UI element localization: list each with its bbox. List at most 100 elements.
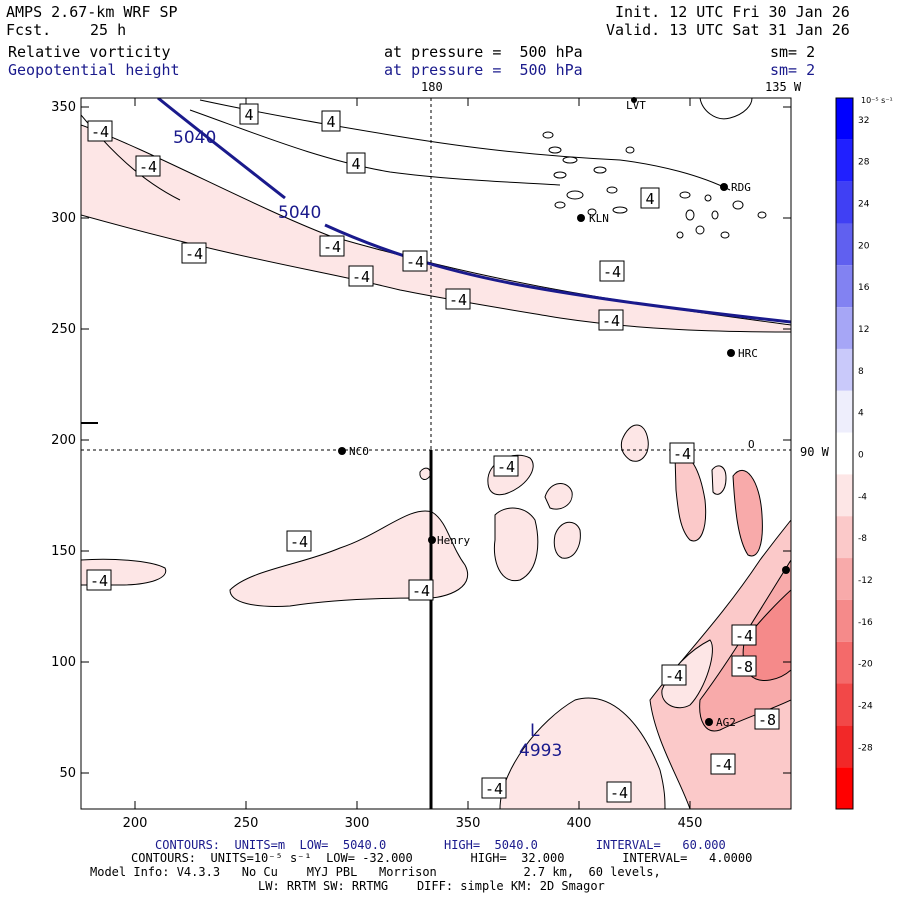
colorbar-segment (836, 641, 853, 684)
colorbar-tick-label: 8 (858, 367, 864, 377)
colorbar-tick-label: 16 (858, 283, 870, 293)
svg-text:LVT: LVT (626, 99, 646, 112)
colorbar-unit: 10⁻⁵ s⁻¹ (861, 96, 893, 105)
svg-text:-4: -4 (603, 263, 621, 281)
svg-text:-4: -4 (673, 445, 691, 463)
station-dot-rdg (720, 183, 728, 191)
colorbar-segment (836, 432, 853, 475)
vorticity-blob-1 (419, 467, 431, 480)
forecast-hour: 25 h (90, 21, 127, 39)
low-value: 4993 (519, 741, 562, 761)
init-time: Init. 12 UTC Fri 30 Jan 26 (615, 3, 850, 21)
svg-text:5040: 5040 (278, 203, 321, 223)
colorbar-tick-label: -20 (858, 660, 873, 670)
x-axis-ticks (134, 98, 691, 809)
svg-text:4: 4 (645, 190, 654, 208)
station-dot-henry (428, 536, 436, 544)
colorbar-tick-label: -12 (858, 576, 873, 586)
forecast-label: Fcst. (6, 21, 52, 39)
height-labels: 5040 5040 L 4993 (173, 128, 562, 761)
svg-text:-8: -8 (735, 658, 753, 676)
vorticity-strip-east (674, 453, 707, 542)
vorticity-blob-5 (553, 521, 581, 559)
field1-level: at pressure = 500 hPa (384, 43, 583, 61)
vorticity-strip-east-2 (711, 465, 727, 495)
svg-text:4: 4 (351, 155, 360, 173)
y-axis-ticks (81, 106, 791, 774)
contour-label-text: -4 -4 4 4 4 4 -4 -4 -4 -4 -4 -4 -4 -4 -4… (90, 106, 776, 802)
svg-text:50: 50 (59, 766, 76, 781)
svg-text:-4: -4 (90, 572, 108, 590)
colorbar-segment (836, 307, 853, 349)
svg-text:350: 350 (456, 816, 481, 831)
svg-text:450: 450 (678, 816, 703, 831)
valid-time: Valid. 13 UTC Sat 31 Jan 26 (606, 21, 850, 39)
svg-text:AG2: AG2 (716, 716, 736, 729)
svg-text:4: 4 (326, 113, 335, 131)
svg-text:-4: -4 (485, 780, 503, 798)
vorticity-region-se (649, 519, 791, 809)
colorbar-segment (836, 683, 853, 726)
footer-physics-info: LW: RRTM SW: RRTMG DIFF: simple KM: 2D S… (258, 879, 605, 893)
field2-smoothing: sm= 2 (770, 61, 816, 79)
footer-model-info: Model Info: V4.3.3 No Cu MYJ PBL Morriso… (90, 865, 661, 879)
colorbar-tick-label: 28 (858, 158, 870, 168)
colorbar-tick-label: 24 (858, 200, 870, 210)
station-dot-lvt (631, 97, 637, 103)
colorbar-tick-label: 12 (858, 325, 869, 335)
vorticity-blob-henry (229, 510, 468, 607)
station-dot-east (782, 566, 790, 574)
vorticity-region-south (499, 697, 666, 809)
field2-name: Geopotential height (8, 61, 180, 79)
svg-text:-4: -4 (323, 238, 341, 256)
colorbar-tick-label: -16 (858, 618, 873, 628)
vorticity-contour-ne (699, 98, 753, 120)
height-contour-5040 (157, 98, 286, 200)
svg-text:250: 250 (234, 816, 259, 831)
svg-text:-4: -4 (602, 312, 620, 330)
colorbar-segment (836, 181, 853, 224)
svg-text:-4: -4 (185, 245, 203, 263)
colorbar-segment (836, 516, 853, 559)
svg-text:NCO: NCO (349, 445, 369, 458)
colorbar-tick-label: -4 (858, 492, 867, 502)
colorbar-segment (836, 558, 853, 600)
svg-text:300: 300 (345, 816, 370, 831)
svg-text:HRC: HRC (738, 347, 758, 360)
svg-text:Henry: Henry (437, 534, 470, 547)
small-vorticity-cells (542, 131, 767, 239)
svg-text:350: 350 (51, 100, 76, 115)
svg-text:250: 250 (51, 322, 76, 337)
svg-text:-4: -4 (290, 533, 308, 551)
svg-text:-4: -4 (91, 123, 109, 141)
svg-text:150: 150 (51, 544, 76, 559)
colorbar-segment (836, 223, 853, 266)
vorticity-blob-4 (493, 507, 539, 582)
vorticity-contour-pos-1 (199, 99, 731, 191)
station-dot-kln (577, 214, 585, 222)
footer-height-contours: CONTOURS: UNITS=m LOW= 5040.0 HIGH= 5040… (155, 838, 726, 852)
colorbar: 32 28 24 20 16 12 8 4 0 -4 -8 -12 -16 -20 -24 -28 (835, 97, 873, 810)
svg-text:400: 400 (567, 816, 592, 831)
colorbar-segment (836, 390, 853, 433)
vorticity-blob-3 (544, 483, 573, 510)
colorbar-tick-label: -8 (858, 534, 867, 544)
colorbar-tick-label: -24 (858, 701, 873, 711)
longitude-90w-label: 90 W (800, 445, 829, 459)
svg-text:300: 300 (51, 211, 76, 226)
svg-text:-4: -4 (406, 253, 424, 271)
colorbar-segment (836, 348, 853, 391)
svg-text:-4: -4 (449, 291, 467, 309)
contour-label-boxes (86, 103, 780, 803)
colorbar-segment (836, 139, 853, 182)
colorbar-segment (836, 98, 853, 140)
svg-text:200: 200 (51, 433, 76, 448)
station-labels: LVT RDG KLN HRC NCO Henry AG2 O (349, 99, 758, 729)
svg-text:-4: -4 (139, 158, 157, 176)
station-dot-hrc (727, 349, 735, 357)
svg-text:5040: 5040 (173, 128, 216, 148)
station-markers (338, 97, 790, 726)
colorbar-segment (836, 725, 853, 768)
longitude-135w-label: 135 W (765, 80, 802, 94)
colorbar-tick-label: -28 (858, 743, 873, 753)
